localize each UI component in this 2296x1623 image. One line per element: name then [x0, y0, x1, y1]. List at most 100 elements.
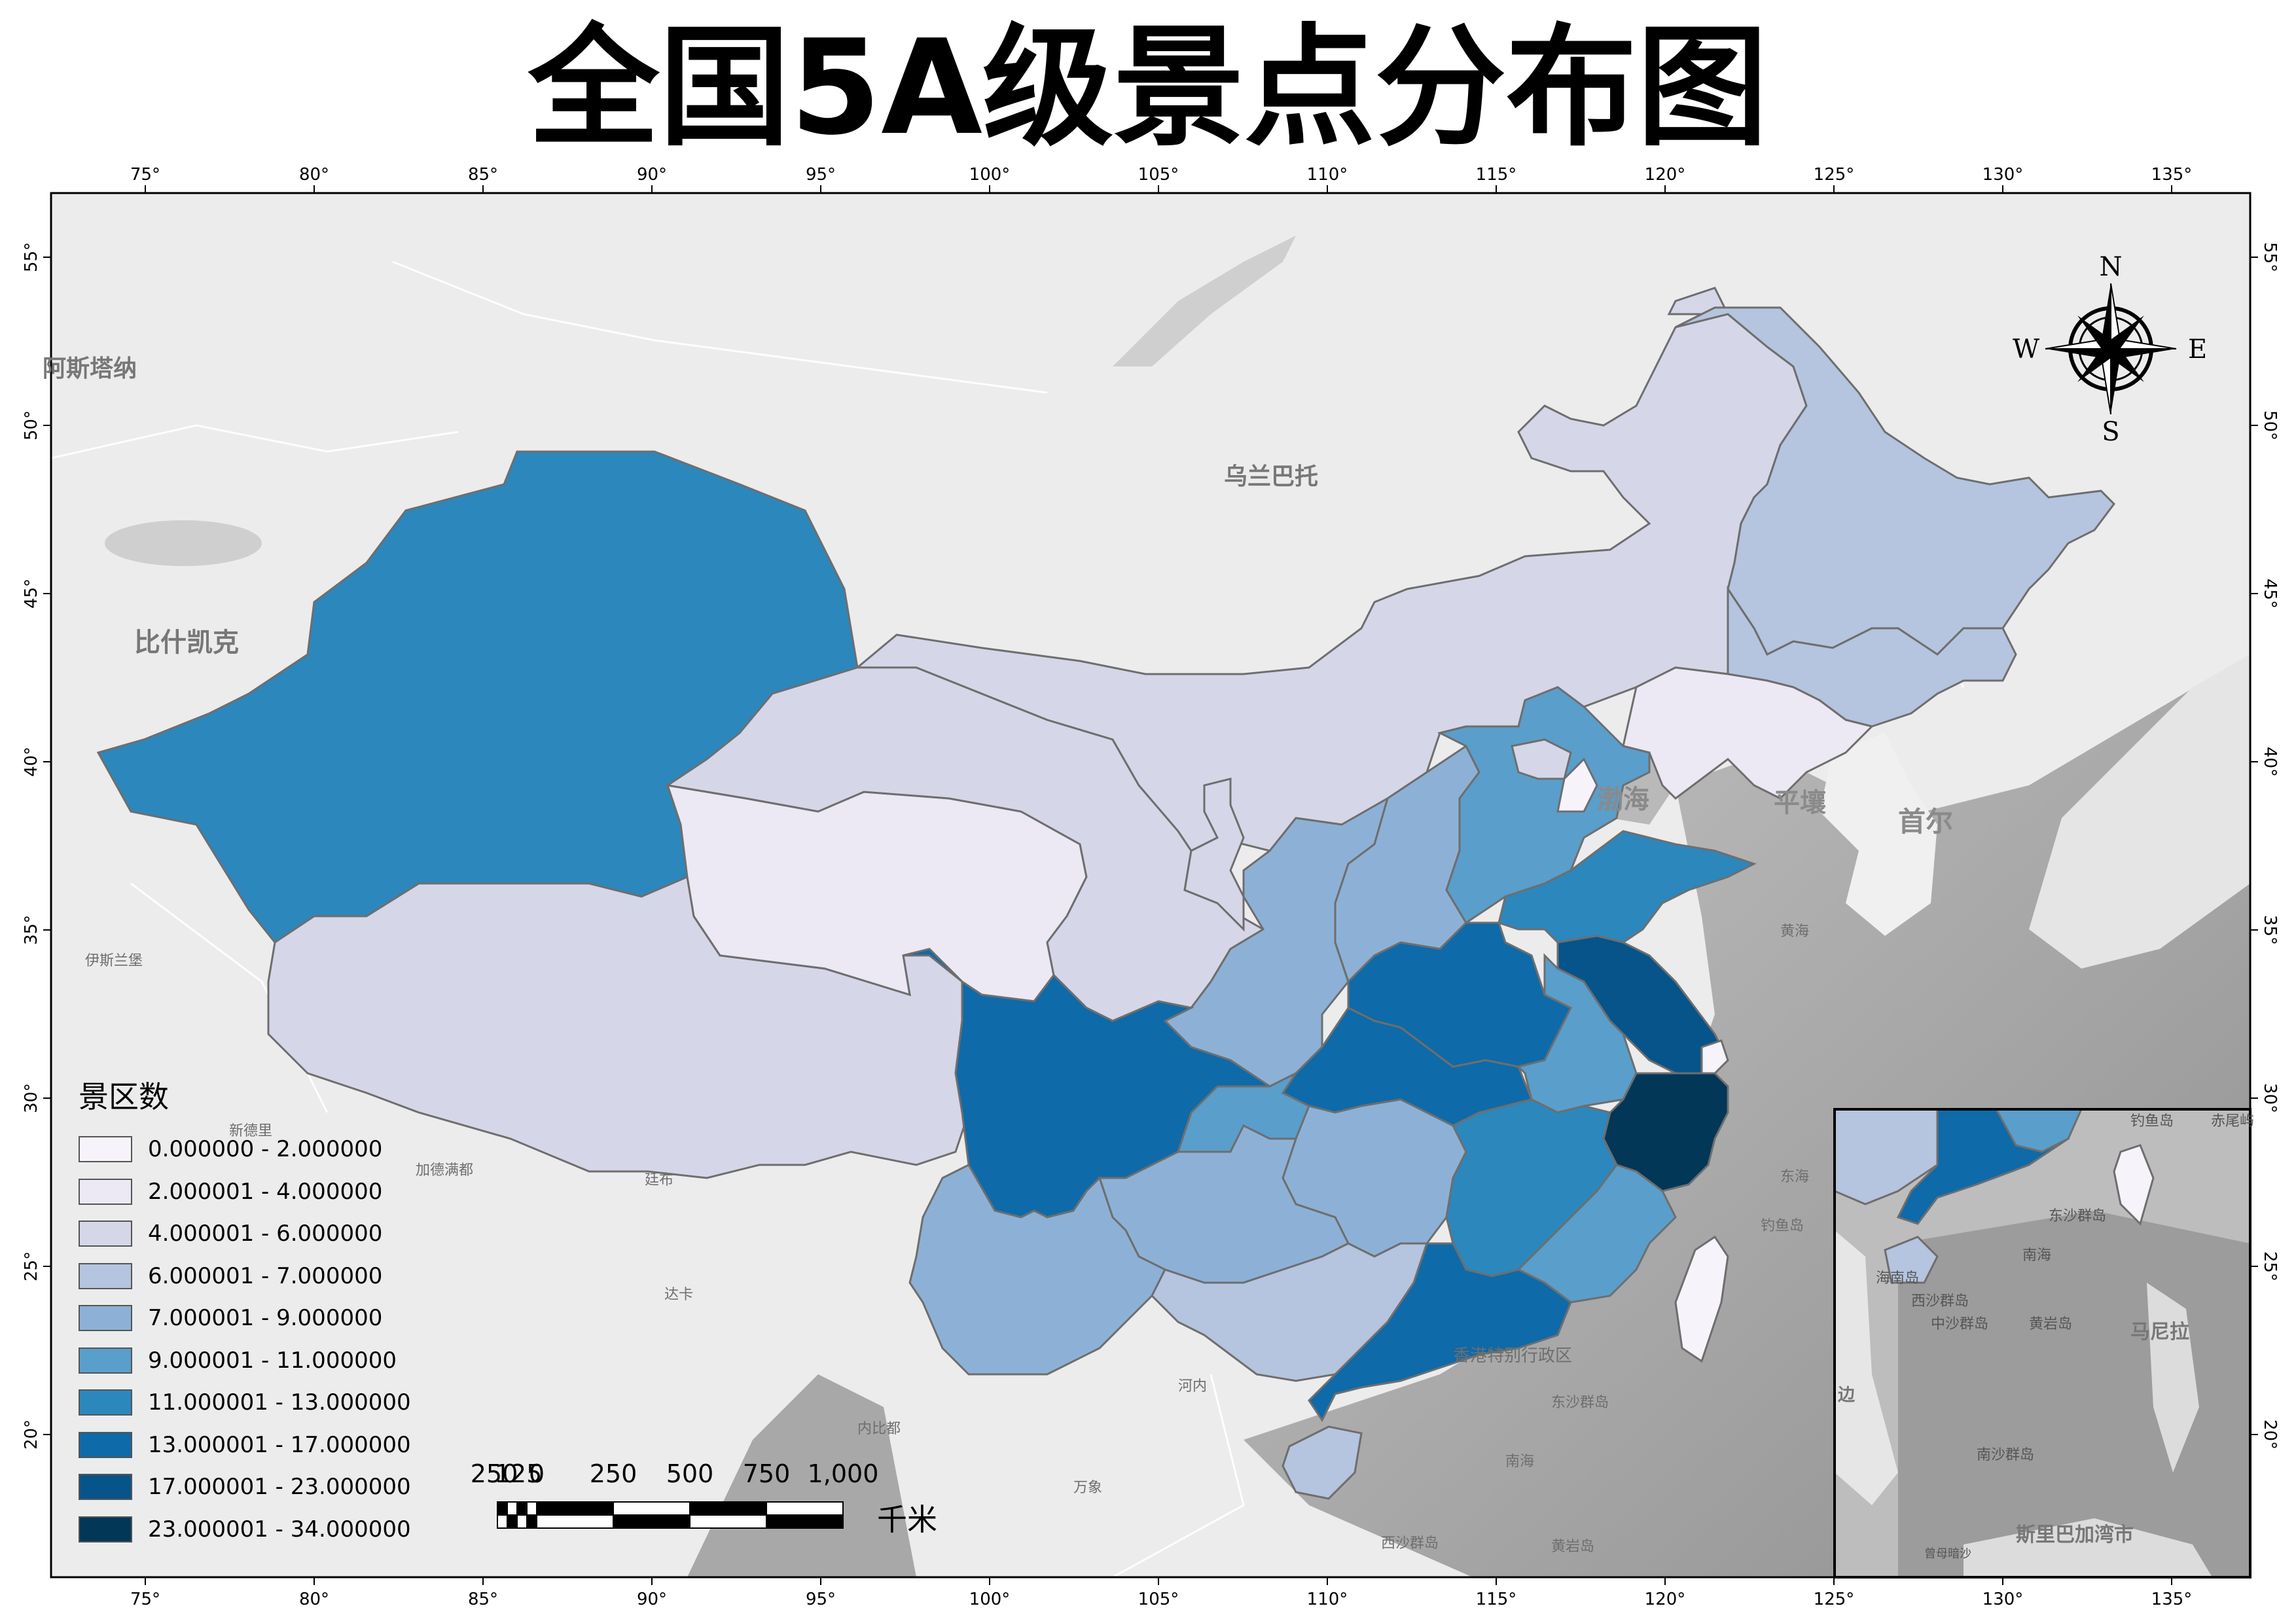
scale-bar-label: 125: [494, 1459, 543, 1488]
label-bishkek: 比什凯克: [134, 628, 239, 658]
legend-label: 0.000000 - 2.000000: [148, 1136, 383, 1163]
province-shanghai: [1700, 1039, 1729, 1075]
scale-bar-segment: [526, 1514, 537, 1529]
label-xisha-inset: 西沙群岛: [1911, 1293, 1969, 1310]
legend: 景区数 0.000000 - 2.000000 2.000001 - 4.0000…: [79, 1073, 411, 1550]
latitude-label-right: 30°: [2260, 1083, 2280, 1113]
label-bsb: 斯里巴加湾市: [2016, 1524, 2134, 1546]
longitude-label-bottom: 130°: [1982, 1590, 2024, 1609]
latitude-label-right: 40°: [2260, 747, 2280, 777]
latitude-label-left: 50°: [22, 410, 41, 440]
compass-w-label: W: [2013, 334, 2039, 365]
scale-bar-segment: [497, 1514, 508, 1529]
longitude-label-bottom: 90°: [637, 1590, 667, 1609]
baikal-lake: [1113, 236, 1296, 366]
longitude-label-top: 85°: [468, 165, 498, 185]
longitude-label-bottom: 120°: [1645, 1590, 1686, 1609]
province-shandong: [1498, 830, 1757, 944]
legend-row: 23.000001 - 34.000000: [79, 1508, 411, 1551]
scale-bar-label: 250: [589, 1459, 637, 1488]
longitude-label-bottom: 75°: [130, 1590, 160, 1609]
legend-label: 4.000001 - 6.000000: [148, 1221, 383, 1247]
label-vientiane: 万象: [1073, 1480, 1102, 1496]
legend-swatch: [79, 1389, 132, 1416]
label-newdelhi: 新德里: [229, 1123, 272, 1139]
longitude-label-bottom: 115°: [1476, 1590, 1517, 1609]
label-south-sea-inset: 南海: [2022, 1247, 2051, 1264]
longitude-label-bottom: 135°: [2151, 1590, 2193, 1609]
compass-s-label: S: [2102, 417, 2119, 447]
compass-n-label: N: [2100, 252, 2123, 282]
latitude-label-right: 50°: [2260, 410, 2280, 440]
legend-swatch: [79, 1347, 132, 1374]
longitude-label-bottom: 125°: [1814, 1590, 1855, 1609]
longitude-label-top: 95°: [806, 165, 836, 185]
scale-bar-label: 750: [742, 1459, 791, 1488]
longitude-label-top: 105°: [1138, 165, 1179, 185]
label-diaoyu: 钓鱼岛: [1761, 1218, 1804, 1234]
scale-bar-segment: [689, 1501, 767, 1516]
label-zhongsha-inset: 中沙群岛: [1931, 1316, 1988, 1332]
legend-label: 11.000001 - 13.000000: [148, 1389, 411, 1416]
inset-taiwan: [2113, 1144, 2155, 1226]
latitude-label-right: 55°: [2260, 242, 2280, 272]
latitude-label-right: 35°: [2260, 915, 2280, 945]
scale-bar-segment: [536, 1514, 614, 1529]
label-ulaanbaatar: 乌兰巴托: [1224, 463, 1318, 490]
legend-swatch: [79, 1262, 132, 1289]
legend-title: 景区数: [79, 1079, 169, 1115]
province-taiwan: [1674, 1235, 1729, 1363]
legend-label: 7.000001 - 9.000000: [148, 1305, 383, 1332]
inset-philippines: [2147, 1283, 2199, 1472]
legend-row: 17.000001 - 23.000000: [79, 1466, 411, 1508]
latitude-label-right: 45°: [2260, 579, 2280, 609]
scale-bar-unit: 千米: [877, 1502, 937, 1537]
scale-bar: 250 125 0 250 500 750 1,000 千米: [458, 1459, 982, 1551]
legend-label: 2.000001 - 4.000000: [148, 1178, 383, 1205]
latitude-label-right: 20°: [2260, 1419, 2280, 1450]
label-pyongyang: 平壤: [1774, 788, 1826, 818]
longitude-label-top: 130°: [1982, 165, 2024, 185]
latitude-label-left: 30°: [22, 1083, 41, 1113]
scale-bar-label: 250: [470, 1459, 518, 1488]
korea-land: [1820, 733, 1937, 936]
longitude-label-top: 80°: [299, 165, 329, 185]
label-astana: 阿斯塔纳: [43, 355, 137, 382]
legend-row: 4.000001 - 6.000000: [79, 1213, 411, 1255]
province-tianjin: [1556, 757, 1598, 813]
legend-swatch: [79, 1305, 132, 1332]
legend-swatch: [79, 1474, 132, 1501]
map-frame: [50, 192, 2251, 1578]
longitude-label-top: 100°: [969, 165, 1011, 185]
label-dhaka: 达卡: [664, 1287, 693, 1303]
legend-row: 11.000001 - 13.000000: [79, 1382, 411, 1424]
scale-bar-segment: [766, 1501, 844, 1516]
longitude-label-bottom: 80°: [299, 1590, 329, 1609]
legend-label: 17.000001 - 23.000000: [148, 1474, 411, 1501]
scale-bar-segment: [689, 1514, 767, 1529]
province-guangdong: [1308, 1242, 1572, 1422]
compass-rose: N S E W: [2013, 252, 2207, 447]
longitude-label-bottom: 100°: [969, 1590, 1011, 1609]
legend-row: 0.000000 - 2.000000: [79, 1128, 411, 1171]
scale-bar-segment: [766, 1514, 844, 1529]
scale-bar-label: 1,000: [807, 1459, 879, 1488]
inset-frame: [1833, 1108, 2251, 1578]
label-manila: 马尼拉: [2130, 1321, 2189, 1344]
inset-hainan: [1884, 1236, 1939, 1284]
label-zengmu: 曾母暗沙: [1924, 1547, 1971, 1561]
legend-label: 9.000001 - 11.000000: [148, 1347, 397, 1374]
longitude-label-top: 75°: [130, 165, 160, 185]
latitude-label-right: 25°: [2260, 1251, 2280, 1281]
legend-label: 13.000001 - 17.000000: [148, 1431, 411, 1458]
scale-bar-segment: [536, 1501, 614, 1516]
legend-label: 6.000001 - 7.000000: [148, 1262, 383, 1289]
inset-fujian: [1995, 1109, 2083, 1153]
scale-bar-label: 500: [666, 1459, 714, 1488]
label-bian: 边: [1838, 1385, 1856, 1405]
legend-swatch: [79, 1516, 132, 1543]
label-chiwei: 赤尾屿: [2211, 1113, 2254, 1130]
compass-e-label: E: [2188, 334, 2207, 365]
map-title: 全国5A级景点分布图: [528, 12, 1768, 164]
